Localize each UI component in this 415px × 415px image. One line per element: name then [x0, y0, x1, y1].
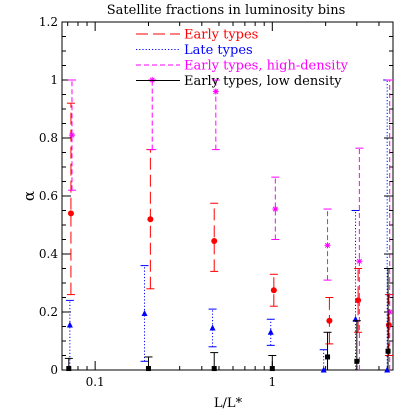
- series-group: [66, 102, 393, 356]
- y-tick-label: 0.2: [39, 305, 58, 319]
- y-tick-label: 0: [50, 363, 58, 377]
- legend-label: Late types: [184, 43, 253, 58]
- asterisk-stroke: [213, 89, 219, 95]
- series-group: [67, 77, 394, 370]
- data-point-square: [66, 366, 72, 372]
- y-tick-label: 1.2: [39, 15, 58, 29]
- data-point-triangle: [267, 328, 274, 335]
- asterisk-stroke: [69, 132, 75, 138]
- series-group: [65, 79, 392, 373]
- data-point-circle: [211, 237, 218, 244]
- legend-label: Early types, low density: [184, 74, 342, 89]
- data-point-triangle: [209, 324, 216, 331]
- data-point-triangle: [320, 366, 327, 373]
- series-layer: [64, 77, 394, 373]
- y-tick-label: 0.6: [39, 189, 58, 203]
- data-point-square: [211, 366, 217, 372]
- data-point-circle: [67, 210, 74, 217]
- y-tick-label: 0.8: [39, 131, 58, 145]
- data-point-asterisk: [272, 206, 279, 213]
- data-point-square: [269, 366, 275, 372]
- chart-title: Satellite fractions in luminosity bins: [107, 3, 345, 18]
- y-tick-label: 1: [50, 73, 58, 87]
- y-axis-label: α: [20, 191, 38, 201]
- asterisk-stroke: [356, 258, 362, 264]
- x-axis-label: L/L*: [214, 396, 243, 411]
- asterisk-stroke: [324, 242, 331, 248]
- data-point-asterisk: [68, 132, 75, 139]
- data-point-asterisk: [212, 88, 219, 95]
- x-tick-label: 1: [268, 375, 276, 389]
- data-point-square: [145, 366, 151, 372]
- data-point-circle: [385, 322, 392, 329]
- tick-labels: 0 0.2 0.4 0.6 0.8 1 1.2 0.1 1: [39, 15, 276, 389]
- data-point-asterisk: [356, 258, 363, 265]
- data-point-square: [385, 348, 391, 354]
- data-point-circle: [147, 216, 154, 223]
- legend-label: Early types, high-density: [184, 59, 349, 74]
- data-point-triangle: [384, 366, 391, 373]
- asterisk-stroke: [272, 206, 278, 212]
- data-point-triangle: [141, 309, 148, 316]
- series-group: [64, 268, 393, 372]
- data-point-square: [325, 354, 331, 360]
- x-tick-label: 0.1: [86, 375, 105, 389]
- y-tick-label: 0.4: [39, 247, 58, 261]
- data-point-circle: [270, 287, 277, 294]
- data-point-circle: [326, 317, 333, 324]
- data-point-triangle: [66, 321, 73, 328]
- data-point-square: [354, 358, 360, 364]
- legend-label: Early types: [184, 28, 258, 43]
- data-point-asterisk: [324, 242, 331, 249]
